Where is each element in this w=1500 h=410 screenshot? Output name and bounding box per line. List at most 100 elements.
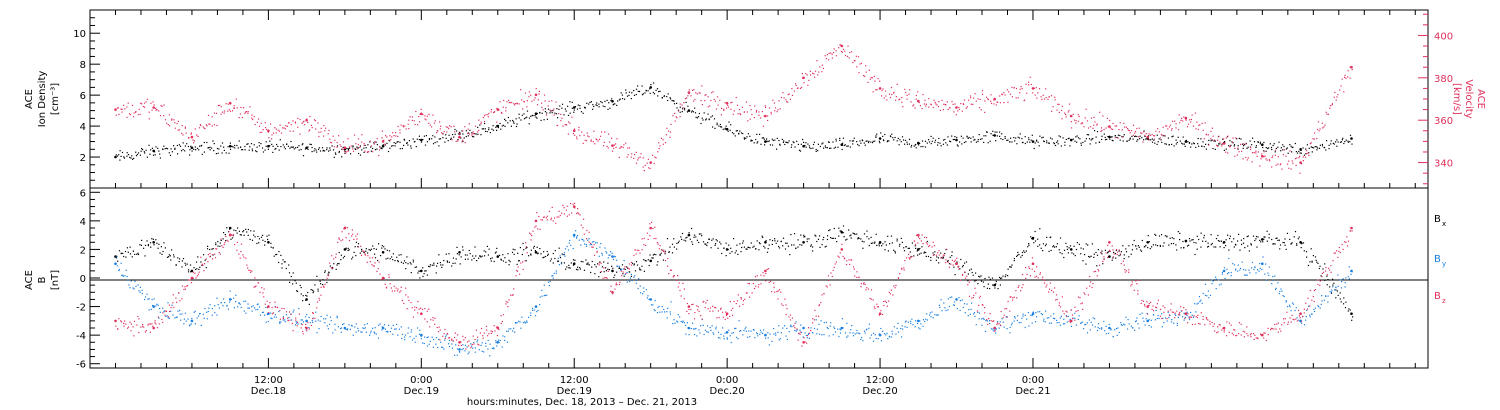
scatter-dot <box>1294 231 1297 233</box>
data-point <box>687 305 691 308</box>
scatter-dot <box>181 266 183 268</box>
scatter-dot <box>1118 129 1120 131</box>
scatter-dot <box>139 113 141 115</box>
scatter-dot <box>1306 153 1308 155</box>
scatter-dot <box>970 137 972 139</box>
scatter-dot <box>642 293 644 295</box>
scatter-dot <box>567 105 569 107</box>
scatter-dot <box>282 317 284 320</box>
scatter-dot <box>1195 146 1197 148</box>
scatter-dot <box>1311 261 1313 263</box>
scatter-dot <box>157 304 159 306</box>
scatter-dot <box>1021 317 1023 319</box>
scatter-dot <box>652 254 654 256</box>
scatter-dot <box>294 324 296 326</box>
scatter-dot <box>294 122 297 124</box>
scatter-dot <box>1318 147 1321 149</box>
data-point <box>955 138 958 142</box>
scatter-dot <box>146 98 149 100</box>
scatter-dot <box>1340 141 1343 143</box>
scatter-dot <box>694 234 696 236</box>
scatter-dot <box>879 80 881 82</box>
scatter-dot <box>225 152 227 154</box>
scatter-dot <box>1210 140 1212 142</box>
scatter-dot <box>329 265 331 267</box>
scatter-dot <box>329 323 331 325</box>
scatter-dot <box>454 332 456 334</box>
scatter-dot <box>701 85 703 87</box>
scatter-dot <box>890 336 892 338</box>
scatter-dot <box>230 298 232 300</box>
scatter-dot <box>485 325 488 327</box>
scatter-dot <box>943 103 945 105</box>
scatter-dot <box>828 59 830 61</box>
scatter-dot <box>1198 124 1200 126</box>
scatter-dot <box>1329 286 1331 288</box>
scatter-dot <box>1070 121 1072 123</box>
scatter-dot <box>506 341 509 343</box>
scatter-dot <box>983 318 985 320</box>
scatter-dot <box>602 105 604 107</box>
scatter-dot <box>131 155 133 157</box>
scatter-dot <box>681 104 683 106</box>
scatter-dot <box>609 141 611 143</box>
scatter-dot <box>557 260 560 262</box>
scatter-dot <box>791 94 794 96</box>
scatter-dot <box>152 325 154 327</box>
scatter-dot <box>781 138 783 140</box>
scatter-dot <box>1229 235 1231 237</box>
scatter-dot <box>927 255 930 258</box>
scatter-dot <box>588 238 590 240</box>
scatter-dot <box>734 252 736 254</box>
scatter-dot <box>115 154 117 156</box>
scatter-dot <box>1011 322 1013 324</box>
scatter-dot <box>1326 140 1328 142</box>
scatter-dot <box>807 84 809 86</box>
scatter-dot <box>643 287 645 289</box>
scatter-dot <box>486 245 488 247</box>
scatter-dot <box>137 252 139 254</box>
scatter-dot <box>888 93 891 95</box>
scatter-dot <box>581 238 583 240</box>
data-point <box>267 129 270 133</box>
scatter-dot <box>1238 151 1240 153</box>
scatter-dot <box>972 274 974 276</box>
scatter-dot <box>1085 108 1087 110</box>
scatter-dot <box>285 267 287 270</box>
scatter-dot <box>1103 128 1105 131</box>
scatter-dot <box>153 244 155 246</box>
scatter-dot <box>456 246 458 248</box>
scatter-dot <box>965 107 967 109</box>
scatter-dot <box>123 157 126 159</box>
scatter-dot <box>245 228 247 230</box>
scatter-dot <box>130 157 132 159</box>
scatter-dot <box>596 247 598 249</box>
scatter-dot <box>505 301 507 303</box>
scatter-dot <box>1257 236 1259 238</box>
scatter-dot <box>834 331 837 333</box>
scatter-dot <box>737 113 739 115</box>
scatter-dot <box>1309 261 1311 263</box>
data-point <box>152 241 155 244</box>
scatter-dot <box>1075 120 1077 122</box>
scatter-dot <box>915 147 917 149</box>
scatter-dot <box>454 262 456 264</box>
scatter-dot <box>477 343 479 345</box>
scatter-dot <box>902 328 904 330</box>
scatter-dot <box>1066 246 1068 248</box>
scatter-dot <box>215 244 217 246</box>
scatter-dot <box>333 263 335 265</box>
scatter-dot <box>759 117 762 119</box>
scatter-dot <box>239 303 241 305</box>
scatter-dot <box>410 147 412 149</box>
scatter-dot <box>1038 88 1041 90</box>
scatter-dot <box>1079 138 1081 140</box>
scatter-dot <box>402 125 404 127</box>
scatter-dot <box>580 260 582 263</box>
scatter-dot <box>199 312 201 315</box>
scatter-dot <box>924 146 926 148</box>
scatter-dot <box>922 94 924 96</box>
scatter-dot <box>862 247 864 249</box>
series-bx <box>114 225 1354 321</box>
scatter-dot <box>512 248 514 250</box>
